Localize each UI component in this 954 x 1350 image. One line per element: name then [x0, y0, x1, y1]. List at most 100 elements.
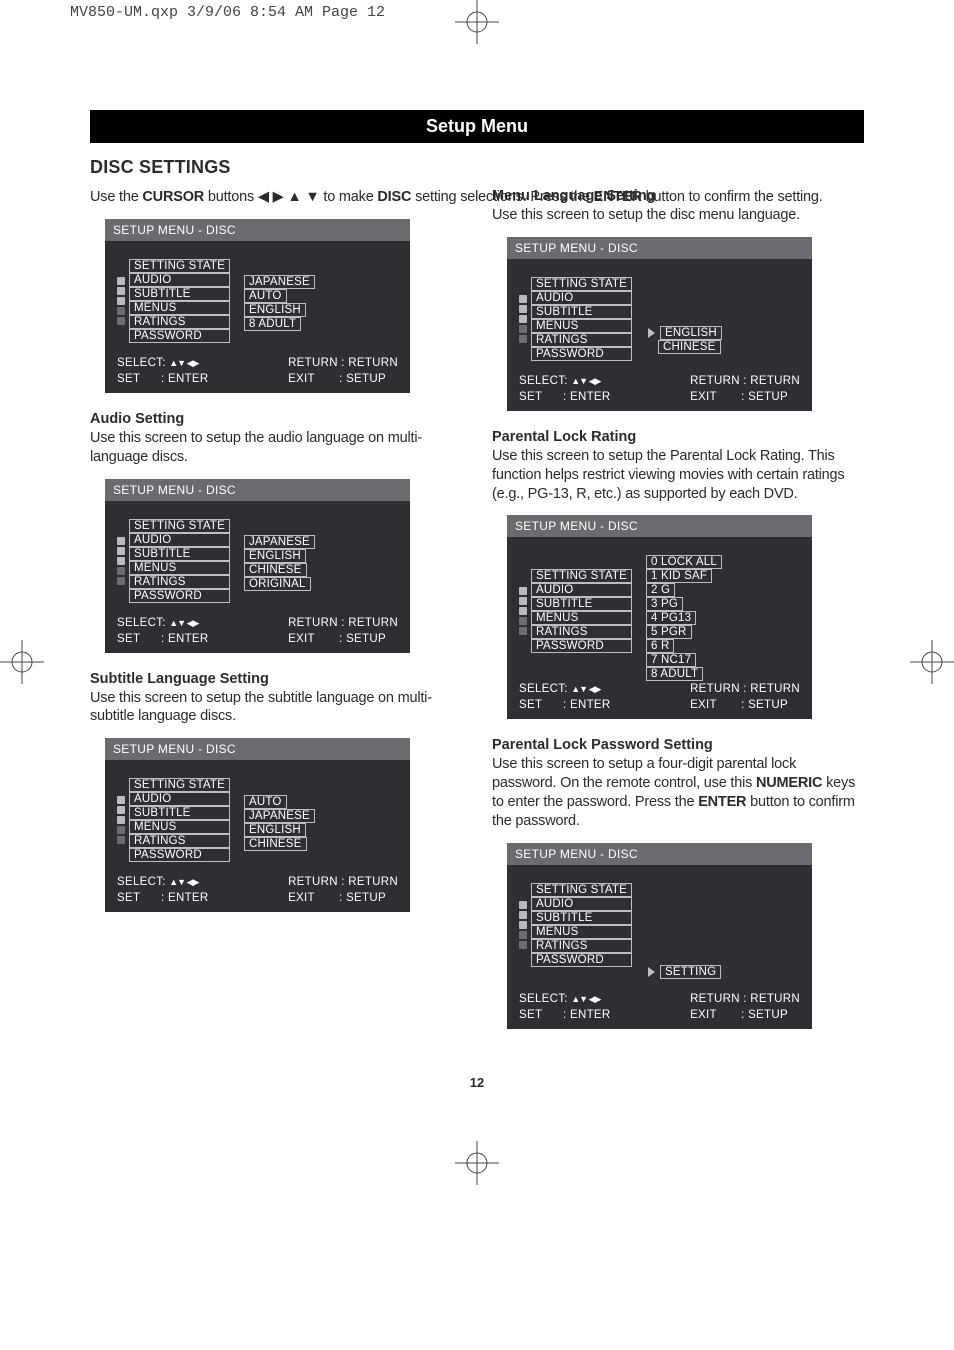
- bullet-icon: [117, 826, 125, 834]
- osd-value-item: 8 ADULT: [646, 667, 703, 681]
- osd-value-item: JAPANESE: [244, 535, 315, 549]
- osd-value-item: 7 NC17: [646, 653, 696, 667]
- osd-select-label: SELECT: ▲▼ ◀▶: [117, 617, 209, 629]
- osd-set-label: SET : ENTER: [519, 1009, 611, 1021]
- osd-exit-label: EXIT : SETUP: [690, 699, 800, 711]
- page-number: 12: [90, 1075, 864, 1090]
- osd-menu-item: PASSWORD: [531, 639, 632, 653]
- osd-footer: SELECT: ▲▼ ◀▶SET : ENTERRETURN : RETURNE…: [519, 993, 800, 1021]
- osd-title: SETUP MENU - DISC: [507, 237, 812, 259]
- osd-return-label: RETURN : RETURN: [288, 357, 398, 369]
- osd-footer: SELECT: ▲▼ ◀▶SET : ENTERRETURN : RETURNE…: [519, 683, 800, 711]
- osd-menu-item: RATINGS: [531, 939, 632, 953]
- osd-body: SETTING STATEAUDIOSUBTITLEMENUSRATINGSPA…: [105, 760, 410, 912]
- osd-menu-item: AUDIO: [531, 291, 632, 305]
- osd-footer: SELECT: ▲▼ ◀▶SET : ENTERRETURN : RETURNE…: [117, 357, 398, 385]
- osd-title: SETUP MENU - DISC: [105, 479, 410, 501]
- osd-menu-item: RATINGS: [531, 333, 632, 347]
- osd-menu-item: MENUS: [129, 561, 230, 575]
- bullet-icon: [519, 335, 527, 343]
- osd-menu-item: AUDIO: [129, 533, 230, 547]
- osd-menu-item: SUBTITLE: [531, 305, 632, 319]
- osd-select-label: SELECT: ▲▼ ◀▶: [519, 993, 611, 1005]
- parental-password-heading: Parental Lock Password Setting: [492, 737, 864, 753]
- left-column: Use the CURSOR buttons ◀ ▶ ▲ ▼ to make D…: [90, 188, 462, 1035]
- bullet-icon: [117, 567, 125, 575]
- osd-select-label: SELECT: ▲▼ ◀▶: [519, 683, 611, 695]
- osd-return-label: RETURN : RETURN: [288, 617, 398, 629]
- bullet-icon: [519, 911, 527, 919]
- osd-value-item: AUTO: [244, 795, 287, 809]
- osd-menu-item: SUBTITLE: [129, 806, 230, 820]
- osd-menu-header: SETTING STATE: [531, 883, 632, 897]
- osd-value-item: 1 KID SAF: [646, 569, 712, 583]
- osd-screenshot: SETUP MENU - DISCSETTING STATEAUDIOSUBTI…: [105, 479, 410, 653]
- osd-value-item: 2 G: [646, 583, 675, 597]
- parental-rating-paragraph: Use this screen to setup the Parental Lo…: [492, 447, 864, 504]
- bullet-icon: [519, 617, 527, 625]
- banner-title: Setup Menu: [90, 110, 864, 143]
- bullet-icon: [117, 577, 125, 585]
- osd-title: SETUP MENU - DISC: [105, 219, 410, 241]
- subtitle-heading: Subtitle Language Setting: [90, 671, 462, 687]
- osd-exit-label: EXIT : SETUP: [690, 391, 800, 403]
- audio-paragraph: Use this screen to setup the audio langu…: [90, 429, 462, 467]
- osd-menu-item: PASSWORD: [129, 329, 230, 343]
- osd-value-item: CHINESE: [244, 837, 307, 851]
- bullet-icon: [117, 287, 125, 295]
- bullet-icon: [519, 607, 527, 615]
- bullet-icon: [519, 627, 527, 635]
- bullet-icon: [117, 547, 125, 555]
- bullet-icon: [117, 796, 125, 804]
- subtitle-paragraph: Use this screen to setup the subtitle la…: [90, 689, 462, 727]
- bullet-icon: [519, 901, 527, 909]
- osd-value-item: 6 R: [646, 639, 675, 653]
- bullet-icon: [117, 537, 125, 545]
- osd-value-item: ENGLISH: [244, 549, 306, 563]
- two-column-layout: Use the CURSOR buttons ◀ ▶ ▲ ▼ to make D…: [90, 188, 864, 1035]
- osd-return-label: RETURN : RETURN: [690, 993, 800, 1005]
- registration-mark-left: [0, 640, 44, 689]
- registration-mark-top: [455, 0, 499, 49]
- parental-password-paragraph: Use this screen to setup a four-digit pa…: [492, 755, 864, 830]
- osd-value-item: ENGLISH: [660, 326, 722, 340]
- osd-exit-label: EXIT : SETUP: [288, 892, 398, 904]
- selection-arrow-icon: [648, 328, 655, 338]
- osd-menu-item: RATINGS: [129, 575, 230, 589]
- osd-return-label: RETURN : RETURN: [690, 375, 800, 387]
- osd-value-item: 3 PG: [646, 597, 683, 611]
- parental-rating-heading: Parental Lock Rating: [492, 429, 864, 445]
- bullet-icon: [519, 597, 527, 605]
- osd-menu-item: MENUS: [531, 925, 632, 939]
- right-column: Menu Language Setting Use this screen to…: [492, 188, 864, 1035]
- bullet-icon: [117, 307, 125, 315]
- osd-menu-header: SETTING STATE: [531, 569, 632, 583]
- bullet-icon: [117, 317, 125, 325]
- bullet-icon: [519, 931, 527, 939]
- registration-mark-right: [910, 640, 954, 689]
- intro-paragraph: Use the CURSOR buttons ◀ ▶ ▲ ▼ to make D…: [90, 188, 462, 207]
- audio-heading: Audio Setting: [90, 411, 462, 427]
- section-heading: DISC SETTINGS: [90, 157, 864, 178]
- osd-menu-header: SETTING STATE: [129, 519, 230, 533]
- osd-screenshot: SETUP MENU - DISCSETTING STATEAUDIOSUBTI…: [105, 738, 410, 912]
- osd-value-item: 5 PGR: [646, 625, 692, 639]
- osd-footer: SELECT: ▲▼ ◀▶SET : ENTERRETURN : RETURNE…: [117, 617, 398, 645]
- osd-body: SETTING STATEAUDIOSUBTITLEMENUSRATINGSPA…: [507, 865, 812, 1030]
- osd-body: SETTING STATEAUDIOSUBTITLEMENUSRATINGSPA…: [507, 259, 812, 411]
- bullet-icon: [519, 587, 527, 595]
- menu-lang-paragraph: Use this screen to setup the disc menu l…: [492, 206, 864, 225]
- bullet-icon: [117, 836, 125, 844]
- bullet-icon: [519, 921, 527, 929]
- osd-title: SETUP MENU - DISC: [105, 738, 410, 760]
- osd-menu-item: PASSWORD: [531, 347, 632, 361]
- osd-screenshot: SETUP MENU - DISCSETTING STATEAUDIOSUBTI…: [507, 843, 812, 1030]
- bullet-icon: [117, 806, 125, 814]
- bullet-icon: [117, 816, 125, 824]
- osd-value-item: CHINESE: [244, 563, 307, 577]
- page: MV850-UM.qxp 3/9/06 8:54 AM Page 12 Setu…: [0, 0, 954, 1190]
- osd-body: SETTING STATEAUDIOSUBTITLEMENUSRATINGSPA…: [507, 537, 812, 719]
- osd-set-label: SET : ENTER: [117, 892, 209, 904]
- osd-footer: SELECT: ▲▼ ◀▶SET : ENTERRETURN : RETURNE…: [117, 876, 398, 904]
- osd-screenshot: SETUP MENU - DISCSETTING STATEAUDIOSUBTI…: [105, 219, 410, 393]
